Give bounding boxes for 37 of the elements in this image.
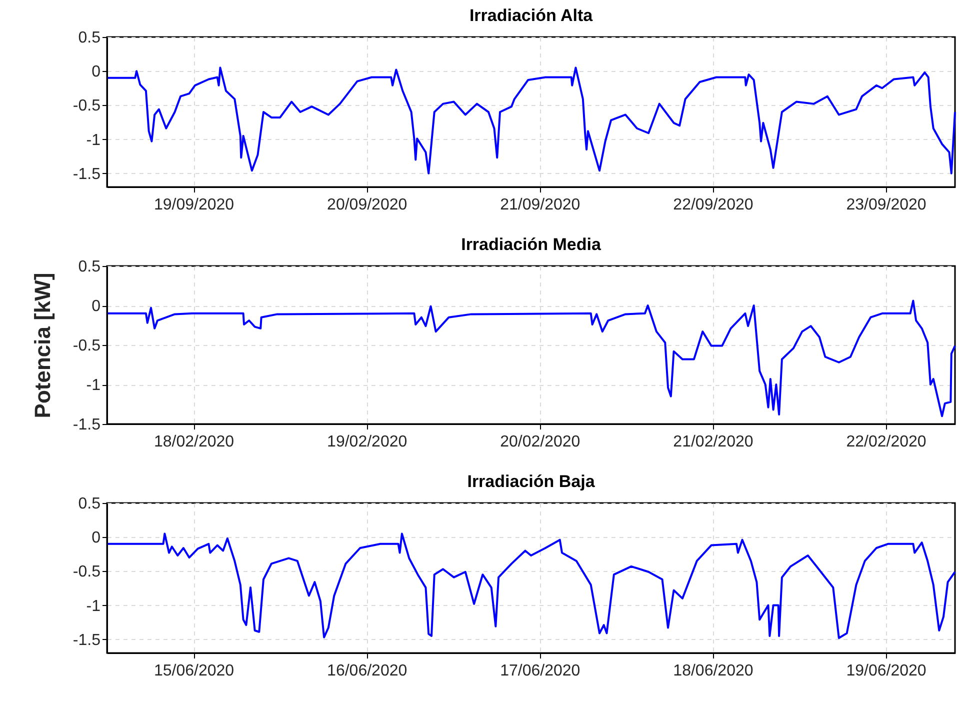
y-tick-label: -1 bbox=[86, 377, 101, 394]
x-tick-label: 21/09/2020 bbox=[500, 196, 580, 214]
y-tick-label: -1.5 bbox=[72, 632, 101, 649]
line-series bbox=[106, 66, 956, 174]
x-tick-label: 19/06/2020 bbox=[846, 662, 926, 680]
y-tick-label: 0 bbox=[92, 530, 101, 547]
y-tick-label: 0.5 bbox=[78, 496, 101, 512]
y-tick-label: -0.5 bbox=[72, 98, 101, 115]
y-tick-label: -1 bbox=[86, 598, 101, 615]
chart-title: Irradiación Alta bbox=[469, 6, 594, 25]
x-tick-label: 22/02/2020 bbox=[846, 434, 926, 450]
x-tick-label: 22/09/2020 bbox=[673, 196, 754, 214]
chart-title: Irradiación Media bbox=[461, 235, 602, 254]
x-tick-label: 18/02/2020 bbox=[154, 434, 234, 450]
x-tick-label: 16/06/2020 bbox=[327, 662, 408, 680]
y-tick-label: 0 bbox=[92, 64, 101, 81]
x-tick-label: 19/02/2020 bbox=[327, 434, 408, 450]
x-tick-label: 18/06/2020 bbox=[673, 662, 754, 680]
x-tick-label: 17/06/2020 bbox=[500, 662, 580, 680]
x-tick-label: 23/09/2020 bbox=[846, 196, 926, 214]
x-tick-label: 19/09/2020 bbox=[154, 196, 234, 214]
x-tick-label: 20/02/2020 bbox=[500, 434, 580, 450]
y-tick-label: -0.5 bbox=[72, 338, 101, 354]
y-tick-label: -1.5 bbox=[72, 166, 101, 183]
line-series bbox=[106, 300, 956, 418]
y-axis-title: Potencia [kW] bbox=[30, 272, 55, 418]
y-tick-label: 0.5 bbox=[78, 30, 101, 46]
y-tick-label: 0.5 bbox=[78, 258, 101, 276]
x-tick-label: 15/06/2020 bbox=[154, 662, 234, 680]
chart-title: Irradiación Baja bbox=[467, 472, 596, 491]
y-tick-label: -1.5 bbox=[72, 416, 101, 434]
y-tick-label: 0 bbox=[92, 298, 101, 315]
y-tick-label: -0.5 bbox=[72, 564, 101, 581]
x-tick-label: 21/02/2020 bbox=[673, 434, 754, 450]
line-series bbox=[106, 532, 956, 639]
y-tick-label: -1 bbox=[86, 132, 101, 149]
x-tick-label: 20/09/2020 bbox=[327, 196, 408, 214]
